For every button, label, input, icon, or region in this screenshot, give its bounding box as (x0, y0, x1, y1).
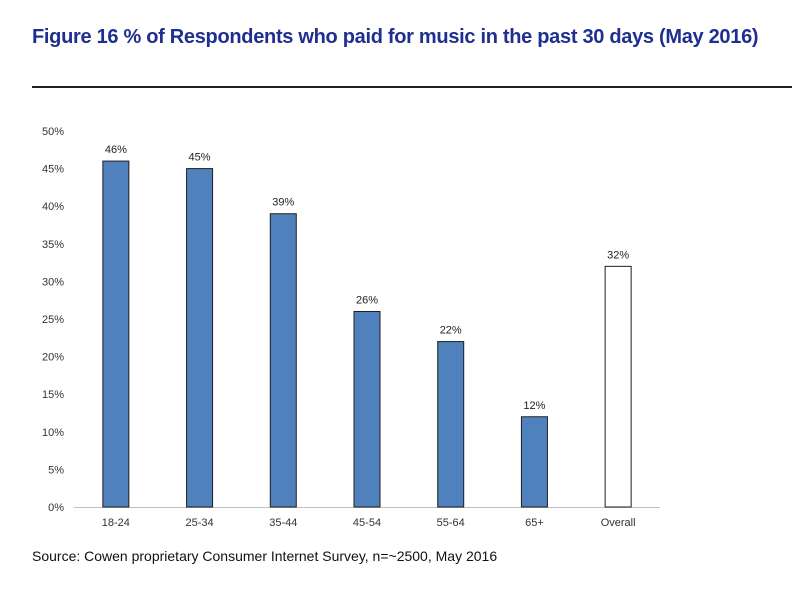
x-tick-label: 55-64 (437, 517, 465, 529)
data-label: 39% (272, 197, 294, 209)
data-label: 46% (105, 144, 127, 156)
y-tick-label: 15% (42, 389, 64, 401)
source-note: Source: Cowen proprietary Consumer Inter… (32, 548, 498, 564)
y-tick-label: 0% (48, 502, 64, 514)
data-label: 12% (523, 400, 545, 412)
bar-65- (520, 416, 548, 508)
x-tick-label: 18-24 (102, 517, 130, 529)
bar-45-54 (353, 310, 381, 508)
bars (102, 160, 632, 508)
figure-title: Figure 16 % of Respondents who paid for … (32, 26, 759, 48)
data-label: 26% (356, 294, 378, 306)
y-tick-label: 5% (48, 464, 64, 476)
data-label: 45% (189, 152, 211, 164)
x-axis-tick-labels: 18-24 25-34 35-44 45-54 55-64 65+ Overall (102, 517, 636, 529)
bar-chart: 0% 5% 10% 15% 20% 25% 30% 35% 40% 45% 50% 46% 45% 39… (42, 126, 660, 529)
x-tick-label: 35-44 (269, 517, 297, 529)
bar-overall (604, 265, 632, 508)
x-tick-label: 25-34 (186, 517, 214, 529)
bar-25-34 (186, 168, 214, 508)
title-rule (32, 86, 792, 88)
data-label: 22% (440, 325, 462, 337)
x-tick-label: 65+ (525, 517, 544, 529)
y-tick-label: 50% (42, 126, 64, 138)
data-label: 32% (607, 249, 629, 261)
x-tick-label: Overall (601, 517, 636, 529)
bar-55-64 (437, 341, 465, 508)
y-tick-label: 40% (42, 201, 64, 213)
y-tick-label: 35% (42, 239, 64, 251)
y-tick-label: 25% (42, 314, 64, 326)
y-tick-label: 10% (42, 427, 64, 439)
y-tick-label: 20% (42, 352, 64, 364)
y-tick-label: 30% (42, 276, 64, 288)
y-tick-label: 45% (42, 164, 64, 176)
bar-18-24 (102, 160, 130, 508)
x-tick-label: 45-54 (353, 517, 381, 529)
data-labels: 46% 45% 39% 26% 22% 12% 32% (105, 144, 630, 412)
bar-35-44 (269, 213, 297, 508)
y-axis-tick-labels: 0% 5% 10% 15% 20% 25% 30% 35% 40% 45% 50% (42, 126, 64, 514)
